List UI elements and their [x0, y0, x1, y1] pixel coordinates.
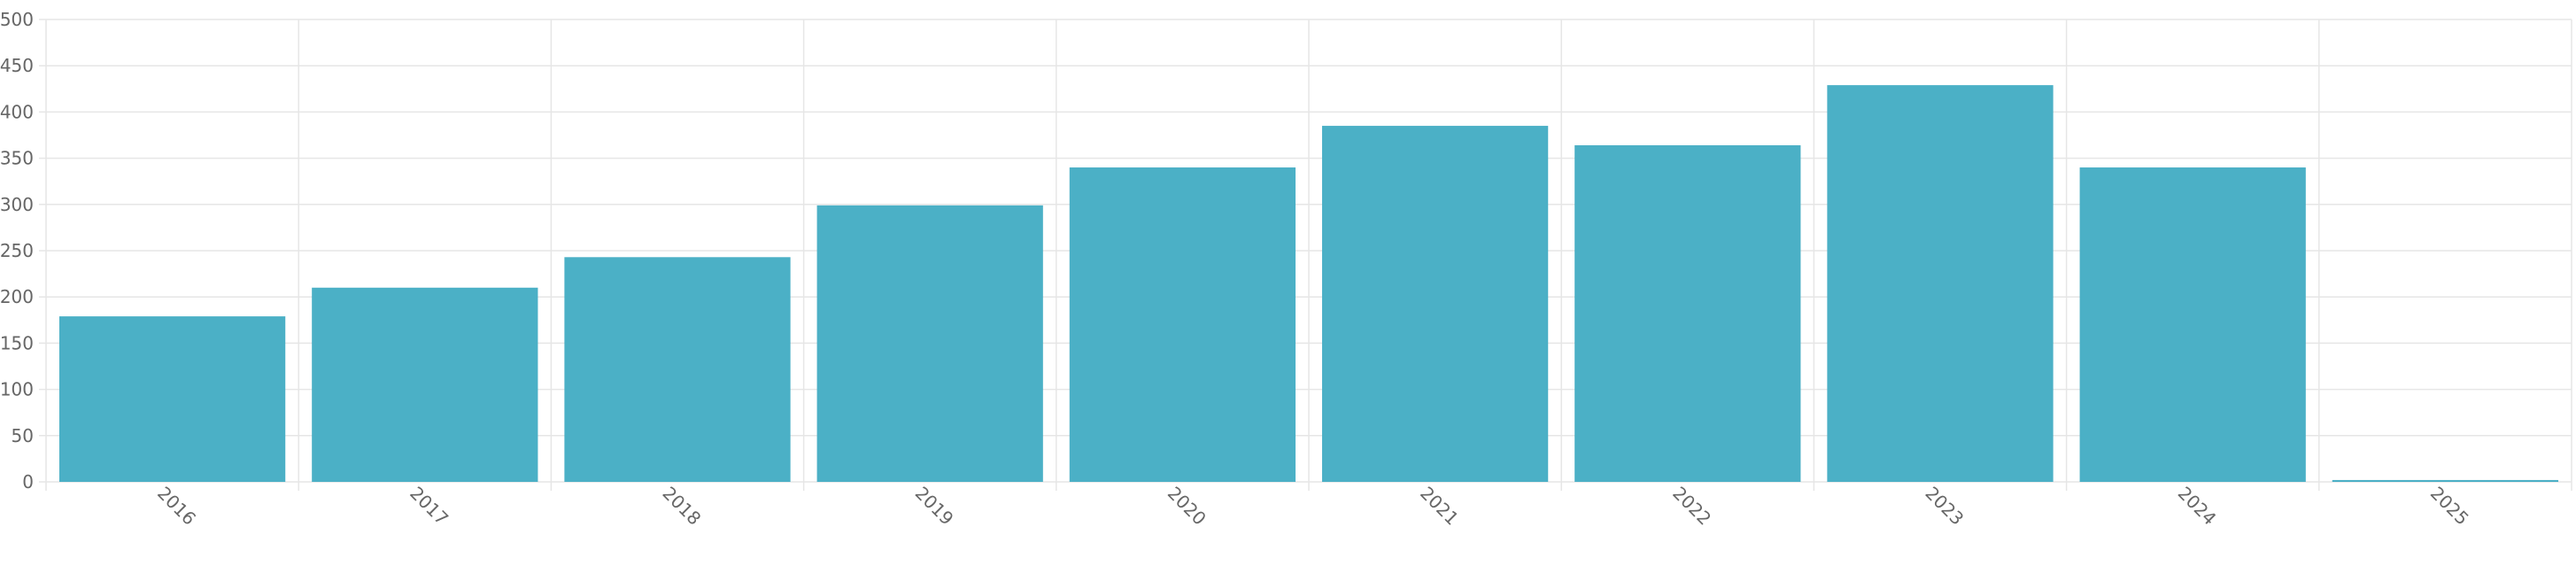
y-tick-label: 450	[0, 55, 34, 76]
x-axis-ticks: 2016 2017 2018 2019 2020 2021 2022 2023 2024 2025	[153, 483, 2473, 530]
bar	[816, 205, 1043, 482]
y-tick-label: 300	[0, 194, 34, 215]
y-tick-label: 100	[0, 379, 34, 400]
bar	[1069, 167, 1296, 483]
x-tick-label: 2016	[153, 483, 200, 530]
x-tick-label: 2024	[2174, 483, 2221, 530]
x-tick-label: 2017	[406, 483, 453, 530]
bar	[1321, 126, 1549, 482]
bar	[1574, 144, 1801, 482]
y-tick-label: 350	[0, 148, 34, 169]
y-tick-label: 500	[0, 9, 34, 30]
y-tick-label: 250	[0, 240, 34, 261]
x-tick-label: 2022	[1668, 483, 1715, 530]
x-tick-label: 2023	[1921, 483, 1968, 530]
y-tick-label: 400	[0, 101, 34, 122]
bar-layer	[58, 85, 2559, 483]
x-tick-label: 2025	[2426, 483, 2473, 530]
bar	[2079, 167, 2306, 483]
x-tick-label: 2018	[658, 483, 705, 530]
y-axis-ticks: 0 50 100 150 200 250 300 350 400 450 500	[0, 9, 34, 493]
y-tick-label: 0	[22, 471, 34, 493]
x-tick-label: 2021	[1416, 483, 1463, 530]
y-tick-label: 150	[0, 332, 34, 353]
bar	[1827, 85, 2054, 483]
x-tick-label: 2019	[911, 483, 958, 530]
y-tick-label: 200	[0, 286, 34, 307]
bar	[2332, 479, 2559, 482]
y-tick-label: 50	[12, 425, 34, 446]
bar	[564, 257, 791, 482]
x-tick-label: 2020	[1164, 483, 1211, 530]
bar	[312, 287, 538, 482]
bar	[58, 316, 286, 482]
